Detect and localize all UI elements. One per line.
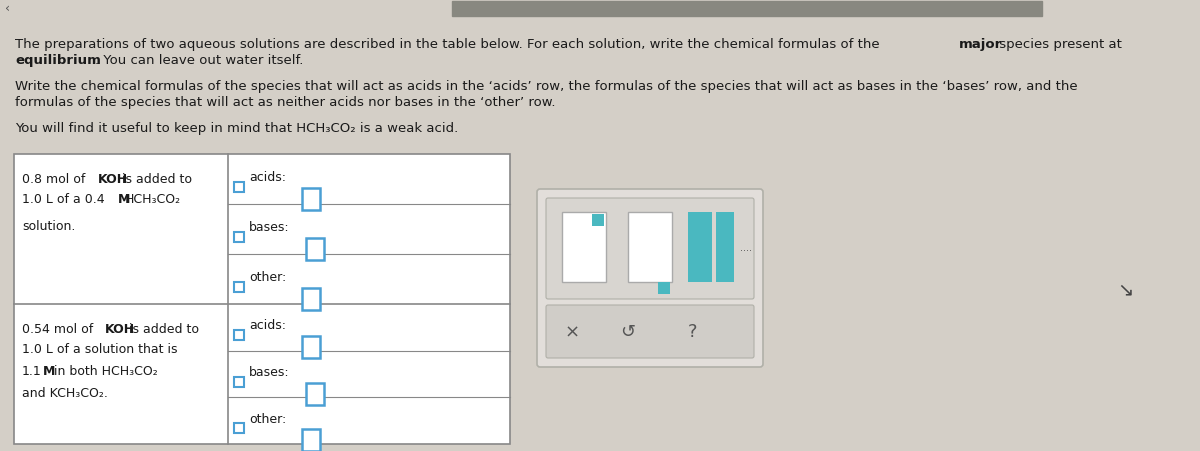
Bar — [234, 232, 244, 242]
Text: 0.8 mol of: 0.8 mol of — [22, 173, 89, 186]
Bar — [234, 182, 244, 192]
Text: formulas of the species that will act as neither acids nor bases in the ‘other’ : formulas of the species that will act as… — [16, 96, 556, 109]
Text: 1.1: 1.1 — [22, 364, 42, 377]
Text: M: M — [119, 193, 131, 206]
Bar — [302, 188, 320, 210]
Text: bases:: bases: — [250, 365, 289, 378]
Text: major: major — [959, 38, 1002, 51]
Text: solution.: solution. — [22, 220, 76, 232]
Text: acids:: acids: — [250, 170, 286, 184]
Text: other:: other: — [250, 271, 287, 283]
Text: equilibrium: equilibrium — [16, 54, 101, 67]
Text: Write the chemical formulas of the species that will act as acids in the ‘acids’: Write the chemical formulas of the speci… — [16, 80, 1078, 93]
Bar — [716, 212, 734, 282]
Text: ?: ? — [688, 323, 697, 341]
Bar — [302, 429, 320, 451]
Text: You will find it useful to keep in mind that HCH₃CO₂ is a weak acid.: You will find it useful to keep in mind … — [16, 122, 458, 135]
Text: 1.0 L of a 0.4: 1.0 L of a 0.4 — [22, 193, 104, 206]
Bar — [688, 212, 712, 282]
FancyBboxPatch shape — [546, 198, 754, 299]
Bar — [628, 212, 672, 282]
Text: HCH₃CO₂: HCH₃CO₂ — [125, 193, 181, 206]
Bar — [302, 336, 320, 358]
Bar — [658, 282, 670, 295]
Text: and KCH₃CO₂.: and KCH₃CO₂. — [22, 386, 108, 399]
Bar — [452, 2, 1042, 17]
Text: in both HCH₃CO₂: in both HCH₃CO₂ — [49, 364, 157, 377]
Text: ×: × — [564, 323, 580, 341]
Text: species present at: species present at — [995, 38, 1122, 51]
Text: KOH: KOH — [97, 173, 127, 186]
FancyBboxPatch shape — [546, 305, 754, 358]
Text: 0.54 mol of: 0.54 mol of — [22, 322, 97, 335]
Bar — [234, 282, 244, 292]
Text: ....: .... — [740, 243, 752, 253]
Text: ↺: ↺ — [620, 323, 636, 341]
Bar — [592, 215, 604, 226]
Text: acids:: acids: — [250, 319, 286, 332]
Bar — [306, 383, 324, 405]
Text: is added to: is added to — [125, 322, 199, 335]
Text: . You can leave out water itself.: . You can leave out water itself. — [95, 54, 304, 67]
Bar — [14, 155, 510, 444]
Text: 1.0 L of a solution that is: 1.0 L of a solution that is — [22, 342, 178, 355]
Bar — [234, 423, 244, 433]
Bar — [562, 212, 606, 282]
Bar — [234, 330, 244, 340]
Bar — [302, 288, 320, 310]
Text: The preparations of two aqueous solutions are described in the table below. For : The preparations of two aqueous solution… — [16, 38, 884, 51]
Text: is added to: is added to — [119, 173, 192, 186]
Text: ↘: ↘ — [1117, 280, 1133, 299]
Bar — [306, 238, 324, 260]
Text: ‹: ‹ — [5, 1, 10, 14]
Text: other:: other: — [250, 412, 287, 425]
Text: KOH: KOH — [104, 322, 134, 335]
FancyBboxPatch shape — [538, 189, 763, 367]
Text: bases:: bases: — [250, 221, 289, 234]
Bar — [234, 377, 244, 387]
Text: M: M — [43, 364, 55, 377]
